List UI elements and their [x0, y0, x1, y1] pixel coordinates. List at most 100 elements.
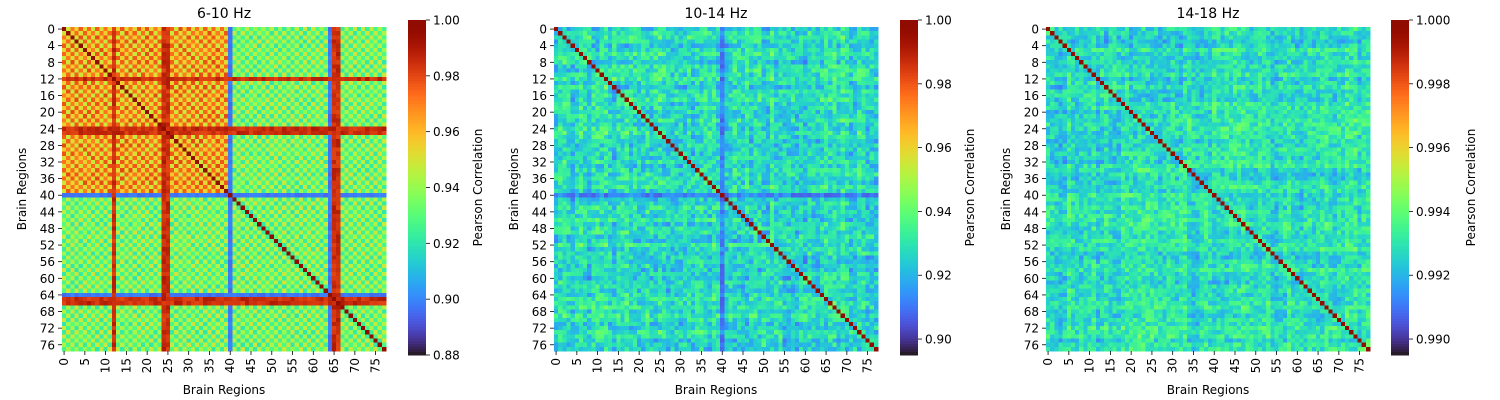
heatmap-cell	[124, 276, 129, 281]
heatmap-cell	[191, 289, 196, 294]
heatmap-cell	[220, 272, 225, 277]
heatmap-cell	[286, 210, 291, 215]
heatmap-cell	[295, 139, 300, 144]
heatmap-cell	[349, 98, 354, 103]
heatmap-cell	[74, 172, 79, 177]
heatmap-cell	[133, 197, 138, 202]
heatmap-cell	[307, 218, 312, 223]
heatmap-cell	[83, 181, 88, 186]
heatmap-cell	[191, 181, 196, 186]
heatmap-cell	[149, 247, 154, 252]
heatmap-cell	[224, 69, 229, 74]
heatmap-cell	[320, 255, 325, 260]
heatmap-cell	[203, 255, 208, 260]
heatmap-cell	[91, 60, 96, 64]
heatmap-cell	[261, 181, 266, 186]
heatmap-cell	[199, 264, 204, 269]
heatmap-cell	[295, 260, 300, 265]
heatmap-cell	[216, 152, 221, 157]
heatmap-cell	[162, 243, 167, 248]
heatmap-cell	[261, 77, 266, 82]
heatmap-cell	[311, 172, 316, 177]
heatmap-cell	[141, 206, 146, 211]
heatmap-cell	[124, 39, 129, 44]
heatmap-cell	[178, 52, 183, 57]
heatmap-cell	[278, 77, 283, 82]
heatmap-cell	[290, 235, 295, 240]
heatmap-cell	[153, 222, 158, 227]
heatmap-cell	[274, 164, 279, 169]
heatmap-cell	[158, 160, 163, 165]
heatmap-cell	[62, 272, 67, 277]
heatmap-cell	[353, 98, 358, 103]
heatmap-cell	[286, 135, 291, 140]
heatmap-cell	[112, 243, 117, 248]
heatmap-cell	[95, 39, 100, 44]
heatmap-cell	[378, 255, 383, 260]
heatmap-cell	[266, 210, 271, 215]
heatmap-cell	[137, 102, 142, 107]
heatmap-cell	[195, 135, 200, 140]
heatmap-cell	[95, 139, 100, 144]
heatmap-cell	[220, 152, 225, 157]
heatmap-cell	[95, 93, 100, 98]
heatmap-cell	[236, 93, 241, 98]
heatmap-cell	[382, 152, 387, 157]
heatmap-cell	[170, 193, 175, 198]
heatmap-cell	[266, 235, 271, 240]
heatmap-cell	[378, 272, 383, 277]
heatmap-cell	[141, 81, 146, 86]
heatmap-cell	[220, 27, 225, 32]
heatmap-cell	[282, 255, 287, 260]
heatmap-cell	[282, 27, 287, 32]
heatmap-cell	[295, 251, 300, 256]
heatmap-cell	[182, 260, 187, 265]
heatmap-cell	[324, 255, 329, 260]
heatmap-cell	[299, 276, 304, 281]
heatmap-cell	[216, 44, 221, 49]
heatmap-cell	[336, 172, 341, 177]
heatmap-cell	[303, 201, 308, 206]
heatmap-cell	[195, 222, 200, 227]
heatmap-cell	[357, 177, 362, 182]
heatmap-cell	[286, 243, 291, 248]
heatmap-cell	[104, 193, 109, 198]
heatmap-cell	[320, 289, 325, 294]
heatmap-cell	[266, 135, 271, 140]
heatmap-cell	[207, 73, 212, 78]
heatmap-cell	[91, 89, 96, 94]
heatmap-cell	[79, 214, 84, 219]
heatmap-cell	[282, 98, 287, 103]
heatmap-cell	[145, 251, 150, 256]
heatmap-cell	[282, 235, 287, 240]
heatmap-cell	[153, 197, 158, 202]
heatmap-cell	[274, 102, 279, 107]
heatmap-cell	[315, 206, 320, 211]
heatmap-cell	[87, 44, 92, 49]
heatmap-cell	[332, 197, 337, 202]
heatmap-cell	[91, 172, 96, 177]
heatmap-cell	[241, 251, 246, 256]
heatmap-cell	[166, 118, 171, 123]
heatmap-cell	[74, 139, 79, 144]
heatmap-cell	[320, 272, 325, 277]
heatmap-cell	[261, 280, 266, 285]
heatmap-cell	[162, 60, 167, 64]
heatmap-cell	[182, 201, 187, 206]
heatmap-cell	[286, 60, 291, 64]
heatmap-cell	[266, 285, 271, 290]
heatmap-cell	[178, 69, 183, 74]
heatmap-cell	[203, 189, 208, 194]
heatmap-cell	[83, 89, 88, 94]
heatmap-cell	[162, 69, 167, 74]
heatmap-cell	[232, 35, 237, 40]
heatmap-cell	[320, 118, 325, 123]
heatmap-cell	[344, 189, 349, 194]
heatmap-cell	[187, 197, 192, 202]
heatmap-cell	[249, 164, 254, 169]
heatmap-cell	[245, 264, 250, 269]
heatmap-cell	[328, 239, 333, 244]
heatmap-cell	[62, 27, 67, 32]
heatmap-cell	[153, 289, 158, 294]
heatmap-cell	[62, 168, 67, 173]
